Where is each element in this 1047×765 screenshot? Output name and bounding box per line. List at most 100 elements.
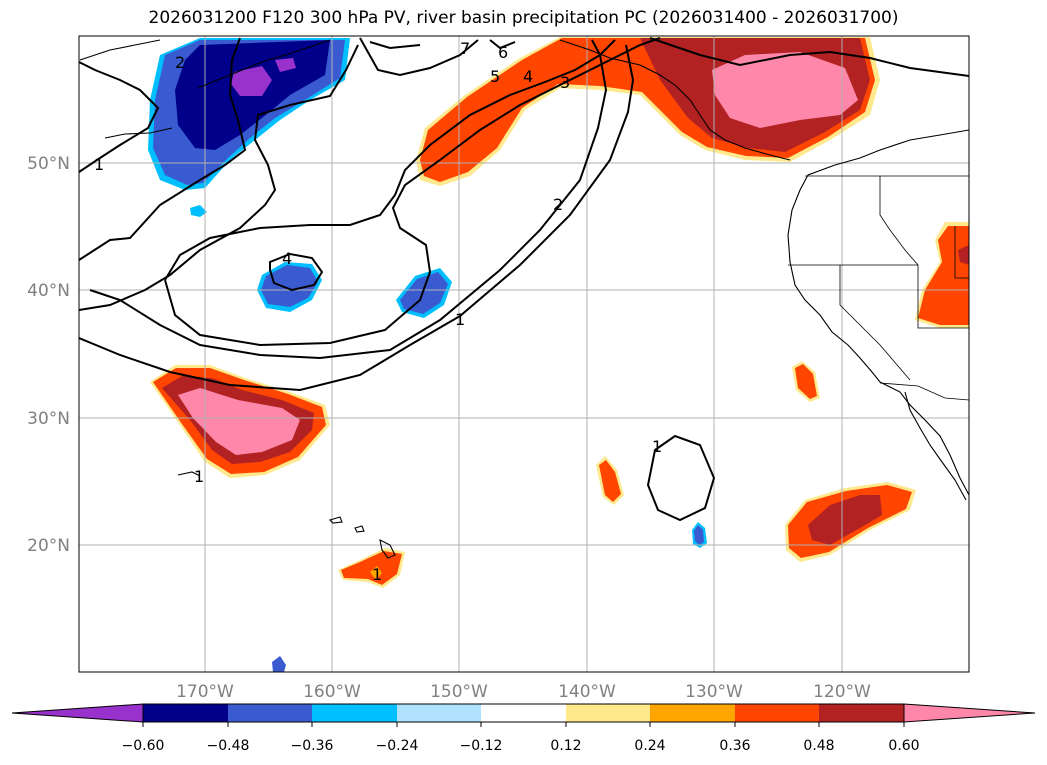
- us-state-border: [954, 226, 969, 279]
- colorbar-segment: [397, 704, 481, 722]
- pv-contour: [359, 37, 479, 77]
- precip-positive-region: [808, 495, 882, 545]
- precip-positive-region: [712, 52, 858, 128]
- precip-negative-region: [275, 58, 296, 72]
- baja-california: [904, 391, 967, 501]
- political-borders: [788, 175, 969, 401]
- pv-contour: [269, 252, 324, 292]
- colorbar-tick-label: 0.36: [719, 738, 750, 754]
- colorbar-segment: [228, 704, 312, 722]
- pv-contour-label: 1: [455, 310, 465, 329]
- pv-contour-label: 2: [553, 195, 563, 214]
- small-island: [177, 471, 201, 477]
- pv-contour: [79, 61, 160, 173]
- colorbar-segment: [566, 704, 650, 722]
- precip-positive-region: [958, 245, 969, 265]
- lat-label: 50°N: [27, 154, 70, 174]
- precip-positive-region: [599, 460, 621, 502]
- lon-label: 140°W: [558, 682, 616, 702]
- pv-contour-label: 1: [652, 437, 662, 456]
- lon-label: 160°W: [303, 682, 361, 702]
- positive-precip-regions: [150, 37, 969, 588]
- pv-contour: [164, 39, 616, 281]
- map-frame: [78, 35, 970, 673]
- pv-contour: [646, 434, 716, 522]
- precip-negative-region: [190, 205, 207, 217]
- pv-contour: [79, 44, 359, 311]
- gridlines: [79, 36, 969, 672]
- pv-contour-label: 6: [498, 43, 508, 62]
- colorbar-tick-label: −0.12: [460, 738, 503, 754]
- colorbar-tick-label: 0.24: [634, 738, 665, 754]
- longitude-labels: 170°W 160°W 150°W 140°W 130°W 120°W: [176, 682, 871, 702]
- colorbar-ticks: [142, 722, 905, 727]
- precip-positive-region: [341, 551, 402, 585]
- lat-label: 40°N: [27, 281, 70, 301]
- colorbar-min-extension: [11, 703, 144, 723]
- colorbar-segment: [481, 704, 566, 722]
- pv-contour-label: 5: [490, 67, 500, 86]
- pv-contour: [79, 44, 635, 392]
- pv-contour: [489, 39, 516, 50]
- pv-contour-label: 4: [282, 249, 292, 268]
- colorbar-max-extension: [903, 703, 1036, 723]
- hawaii-islands: [328, 516, 396, 559]
- alaska-coast: [79, 39, 161, 61]
- colorbar-tick-label: −0.36: [291, 738, 334, 754]
- precip-positive-region: [370, 566, 382, 580]
- colorbar-segment: [735, 704, 819, 722]
- aleutian-islands: [197, 39, 331, 89]
- pv-contours: [79, 37, 969, 522]
- colorbar-segment: [650, 704, 735, 722]
- precip-positive-region: [795, 364, 817, 399]
- pv-contour: [649, 37, 969, 77]
- pv-contour-label: 4: [523, 67, 533, 86]
- lat-label: 30°N: [27, 409, 70, 429]
- us-state-border: [788, 264, 969, 329]
- lon-label: 120°W: [813, 682, 871, 702]
- colorbar-tick-label: −0.60: [122, 738, 165, 754]
- colorbar-frame: [142, 703, 905, 723]
- pv-contour-label: 1: [94, 155, 104, 174]
- pv-contour-label: 7: [460, 39, 470, 58]
- colorbar: −0.60 −0.48 −0.36 −0.24 −0.12 0.12 0.24 …: [11, 703, 1036, 754]
- pv-contour: [369, 41, 421, 50]
- us-mexico-border: [879, 382, 969, 401]
- pv-contour: [89, 39, 608, 360]
- colorbar-tick-labels: −0.60 −0.48 −0.36 −0.24 −0.12 0.12 0.24 …: [122, 738, 920, 754]
- precip-positive-region: [918, 226, 969, 325]
- us-state-border: [839, 265, 911, 381]
- precip-negative-region: [694, 525, 704, 545]
- colorbar-tick-label: 0.48: [803, 738, 834, 754]
- colorbar-tick-label: −0.48: [207, 738, 250, 754]
- colorbar-segment: [143, 704, 228, 722]
- colorbar-tick-label: 0.60: [888, 738, 919, 754]
- lon-label: 170°W: [176, 682, 234, 702]
- pv-contour-label: 1: [372, 565, 382, 584]
- pv-contour: [79, 37, 247, 261]
- coastlines: [79, 39, 969, 559]
- precip-negative-region: [400, 272, 448, 314]
- north-america-west-coast: [787, 129, 969, 496]
- pv-contour-label: 2: [175, 53, 185, 72]
- alaska-panhandle-coast: [559, 39, 791, 161]
- figure-title: 2026031200 F120 300 hPa PV, river basin …: [148, 8, 899, 28]
- pv-contour-label: 1: [194, 467, 204, 486]
- precip-negative-region: [272, 656, 286, 672]
- lon-label: 150°W: [430, 682, 488, 702]
- latitude-labels: 50°N 40°N 30°N 20°N: [27, 154, 70, 556]
- colorbar-segment: [819, 704, 904, 722]
- lat-label: 20°N: [27, 536, 70, 556]
- pv-contour: [164, 37, 661, 347]
- colorbar-segment: [312, 704, 397, 722]
- us-state-border: [879, 176, 919, 266]
- precip-negative-region: [231, 66, 272, 96]
- lon-label: 130°W: [685, 682, 743, 702]
- pv-contour-label: 3: [560, 73, 570, 92]
- colorbar-tick-label: −0.24: [376, 738, 419, 754]
- precip-negative-region: [261, 265, 318, 307]
- pv-contour-labels: 1 2 1 7 6 5 4 3 2 1 4 1 1: [94, 39, 662, 584]
- colorbar-tick-label: 0.12: [550, 738, 581, 754]
- negative-precip-regions: [148, 38, 707, 672]
